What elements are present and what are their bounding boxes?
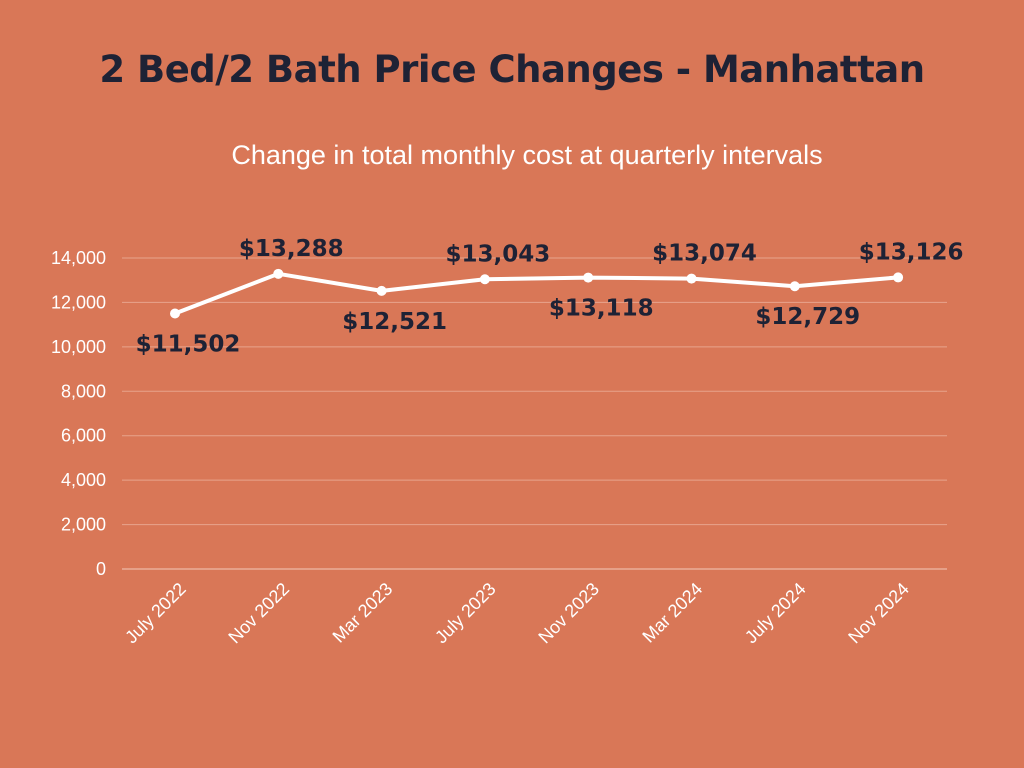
data-label: $13,118	[549, 296, 654, 322]
y-axis-ticks: 0 2,000 4,000 6,000 8,000 10,000 12,000 14,000	[51, 248, 106, 579]
gridlines	[122, 257, 947, 570]
data-labels: $11,502 $13,288 $12,521 $13,043 $13,118 $13,0…	[136, 236, 964, 358]
chart-title: 2 Bed/2 Bath Price Changes - Manhattan	[99, 48, 925, 91]
x-tick-label: Mar 2023	[329, 579, 397, 647]
data-label: $11,502	[136, 331, 241, 357]
x-tick-label: Nov 2022	[224, 579, 293, 648]
data-label: $13,074	[652, 241, 757, 267]
x-tick-label: July 2023	[431, 579, 500, 648]
y-tick-label: 2,000	[61, 515, 106, 535]
y-tick-label: 14,000	[51, 248, 106, 268]
x-tick-label: Nov 2024	[844, 579, 913, 648]
data-point	[789, 281, 800, 292]
data-point	[376, 285, 387, 296]
data-label: $13,288	[239, 236, 344, 262]
x-tick-label: Nov 2023	[534, 579, 603, 648]
data-point	[273, 268, 284, 279]
series-line	[173, 271, 901, 316]
series-points	[170, 268, 904, 319]
x-tick-label: Mar 2024	[638, 579, 706, 647]
y-tick-label: 4,000	[61, 470, 106, 490]
data-point	[686, 273, 697, 284]
y-tick-label: 6,000	[61, 426, 106, 446]
y-tick-label: 12,000	[51, 292, 106, 312]
data-point	[170, 308, 180, 319]
y-tick-label: 0	[96, 559, 106, 579]
data-label: $13,043	[446, 241, 551, 267]
y-tick-label: 8,000	[61, 381, 106, 401]
data-point	[893, 272, 904, 283]
y-tick-label: 10,000	[51, 337, 106, 357]
x-tick-label: July 2022	[121, 579, 190, 648]
data-label: $13,126	[859, 239, 964, 265]
x-axis-ticks: July 2022 Nov 2022 Mar 2023 July 2023 Nov 20…	[121, 579, 913, 648]
data-point	[479, 274, 490, 285]
data-label: $12,729	[755, 304, 860, 330]
series-line-group	[173, 271, 901, 316]
data-label: $12,521	[342, 309, 447, 335]
chart-subtitle: Change in total monthly cost at quarterl…	[231, 140, 823, 170]
data-point	[583, 272, 594, 283]
x-tick-label: July 2024	[741, 579, 810, 648]
